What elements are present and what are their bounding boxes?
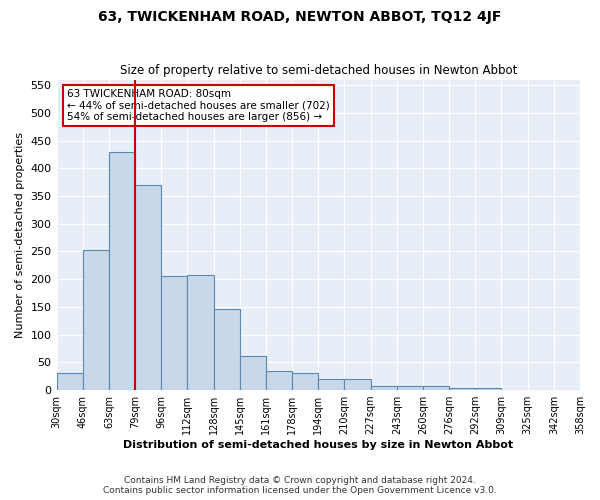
Bar bbox=[449, 388, 475, 390]
Bar bbox=[214, 308, 240, 390]
Bar bbox=[318, 379, 344, 390]
Bar bbox=[187, 276, 214, 390]
Bar bbox=[397, 386, 423, 390]
Bar bbox=[240, 356, 266, 390]
Bar bbox=[371, 386, 397, 390]
Title: Size of property relative to semi-detached houses in Newton Abbot: Size of property relative to semi-detach… bbox=[119, 64, 517, 77]
Bar bbox=[83, 250, 109, 390]
Y-axis label: Number of semi-detached properties: Number of semi-detached properties bbox=[15, 132, 25, 338]
Bar bbox=[161, 276, 187, 390]
Bar bbox=[423, 386, 449, 390]
Text: 63, TWICKENHAM ROAD, NEWTON ABBOT, TQ12 4JF: 63, TWICKENHAM ROAD, NEWTON ABBOT, TQ12 … bbox=[98, 10, 502, 24]
X-axis label: Distribution of semi-detached houses by size in Newton Abbot: Distribution of semi-detached houses by … bbox=[123, 440, 514, 450]
Bar bbox=[135, 185, 161, 390]
Bar bbox=[109, 152, 135, 390]
Bar bbox=[56, 374, 83, 390]
Bar bbox=[266, 370, 292, 390]
Bar bbox=[292, 374, 318, 390]
Bar bbox=[475, 388, 502, 390]
Text: Contains HM Land Registry data © Crown copyright and database right 2024.
Contai: Contains HM Land Registry data © Crown c… bbox=[103, 476, 497, 495]
Text: 63 TWICKENHAM ROAD: 80sqm
← 44% of semi-detached houses are smaller (702)
54% of: 63 TWICKENHAM ROAD: 80sqm ← 44% of semi-… bbox=[67, 89, 330, 122]
Bar bbox=[344, 379, 371, 390]
